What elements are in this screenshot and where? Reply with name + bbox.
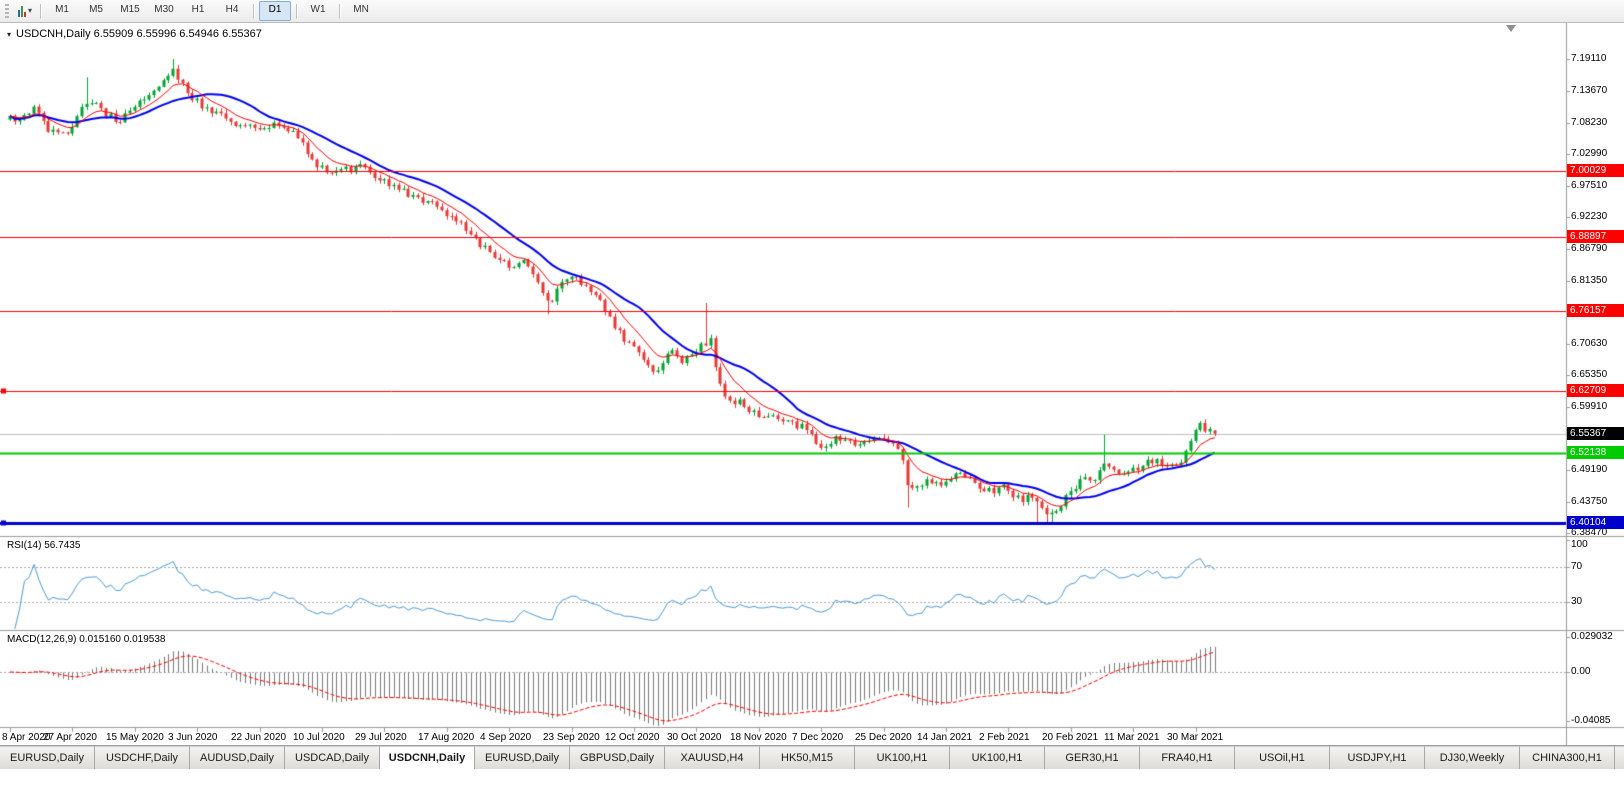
price-axis-tick: 7.19110 [1571,53,1607,64]
price-axis-tick: 6.92230 [1571,211,1608,222]
macd-indicator-label: MACD(12,26,9) 0.015160 0.019538 [7,634,166,645]
macd-axis-tick: 0.029032 [1571,631,1613,642]
price-axis-tick: 7.02990 [1571,148,1608,159]
rsi-axis-tick: 30 [1571,596,1583,607]
chart-tab-8-hk50-m15[interactable]: HK50,M15 [760,746,855,769]
date-axis-label: 17 Aug 2020 [418,732,475,743]
date-axis-label: 27 Apr 2020 [43,732,97,743]
chart-tab-12-fra40-h1[interactable]: FRA40,H1 [1140,746,1235,769]
timeframe-buttons: M1 M5 M15 M30 H1 H4 D1 W1 MN [45,1,378,21]
date-axis-label: 10 Jul 2020 [293,732,345,743]
chart-tab-11-ger30-h1[interactable]: GER30,H1 [1045,746,1140,769]
timeframe-button-m15[interactable]: M15 [120,4,140,15]
toolbar-separator [40,3,42,19]
chart-tab-3-usdcad-daily[interactable]: USDCAD,Daily [285,746,380,769]
price-axis-tick: 6.38470 [1571,527,1608,538]
chart-title-text: USDCNH,Daily 6.55909 6.55996 6.54946 6.5… [16,28,262,40]
chart-tab-6-gbpusd-daily[interactable]: GBPUSD,Daily [570,746,665,769]
date-axis-label: 8 Apr 2020 [2,732,51,743]
date-axis-label: 2 Feb 2021 [979,732,1030,743]
price-axis-tick: 6.59910 [1571,401,1608,412]
timeframe-button-w1[interactable]: W1 [310,4,326,15]
date-axis-label: 7 Dec 2020 [792,732,844,743]
toolbar-grip[interactable] [5,4,9,18]
price-axis-tick: 6.49190 [1571,464,1608,475]
timeframe-button-h4[interactable]: H4 [225,4,239,15]
date-axis-label: 23 Sep 2020 [543,732,600,743]
chart-tab-0-eurusd-daily[interactable]: EURUSD,Daily [0,746,95,769]
price-axis-tick: 6.65350 [1571,369,1608,380]
date-axis-label: 30 Oct 2020 [667,732,722,743]
macd-axis-tick: -0.04085 [1571,715,1611,726]
chart-tab-16-china300-h1[interactable]: CHINA300,H1 [1520,746,1615,769]
date-axis-label: 18 Nov 2020 [730,732,787,743]
chart-tab-13-usoil-h1[interactable]: USOil,H1 [1235,746,1330,769]
date-axis-label: 15 May 2020 [106,732,164,743]
chart-tab-1-usdchf-daily[interactable]: USDCHF,Daily [95,746,190,769]
status-bar [0,768,1624,795]
toolbar-separator [296,3,298,19]
date-axis-label: 22 Jun 2020 [231,732,287,743]
title-marker-icon: ▾ [7,29,12,39]
chevron-down-icon: ▾ [28,6,33,15]
chart-type-button[interactable]: ▾ [14,1,36,21]
level-price-badge: 6.62709 [1567,384,1624,397]
chart-tab-4-usdcnh-daily[interactable]: USDCNH,Daily [380,746,475,769]
price-axis-tick: 6.43750 [1571,496,1608,507]
rsi-axis-tick: 70 [1571,561,1583,572]
toolbar-separator [253,3,255,19]
timeframe-button-d1[interactable]: D1 [259,1,292,21]
chart-title: ▾ USDCNH,Daily 6.55909 6.55996 6.54946 6… [7,28,262,40]
date-axis-label: 30 Mar 2021 [1167,732,1224,743]
chart-tab-2-audusd-daily[interactable]: AUDUSD,Daily [190,746,285,769]
level-price-badge: 6.76157 [1567,304,1624,317]
price-axis-tick: 7.13670 [1571,85,1608,96]
chart-tab-7-xauusd-h4[interactable]: XAUUSD,H4 [665,746,760,769]
toolbar: ▾ M1 M5 M15 M30 H1 H4 D1 W1 MN [0,0,1624,23]
chart-tab-17-u[interactable]: U [1615,746,1624,769]
chart-tabs: EURUSD,Daily USDCHF,Daily AUDUSD,Daily USDC… [0,745,1624,769]
timeframe-button-m30[interactable]: M30 [154,4,174,15]
timeframe-button-m5[interactable]: M5 [89,4,103,15]
price-chart-canvas[interactable] [0,22,1624,745]
price-axis-tick: 6.97510 [1571,180,1608,191]
level-price-badge: 6.40104 [1567,516,1624,529]
timeframe-button-m1[interactable]: M1 [55,4,69,15]
date-axis-label: 4 Sep 2020 [480,732,532,743]
date-axis-label: 14 Jan 2021 [917,732,973,743]
timeframe-button-h1[interactable]: H1 [191,4,205,15]
date-axis-label: 29 Jul 2020 [355,732,407,743]
level-price-badge: 7.00029 [1567,164,1624,177]
chart-tab-10-uk100-h1[interactable]: UK100,H1 [950,746,1045,769]
chart-tab-15-dj30-weekly[interactable]: DJ30,Weekly [1425,746,1520,769]
level-price-badge: 6.52138 [1567,446,1624,459]
date-axis-label: 20 Feb 2021 [1042,732,1099,743]
price-axis-tick: 6.70630 [1571,338,1608,349]
rsi-indicator-label: RSI(14) 56.7435 [7,540,81,551]
chart-tab-9-uk100-h1[interactable]: UK100,H1 [855,746,950,769]
timeframe-button-mn[interactable]: MN [353,4,369,15]
rsi-axis-tick: 100 [1571,539,1588,550]
price-axis-tick: 6.81350 [1571,275,1608,286]
date-axis-label: 12 Oct 2020 [605,732,660,743]
price-axis-tick: 6.86790 [1571,243,1608,254]
price-axis-tick: 7.08230 [1571,117,1608,128]
date-axis-label: 3 Jun 2020 [168,732,218,743]
chart-tab-5-eurusd-daily[interactable]: EURUSD,Daily [475,746,570,769]
level-price-badge: 6.88897 [1567,230,1624,243]
date-axis-label: 11 Mar 2021 [1104,732,1160,743]
chart-tab-14-usdjpy-h1[interactable]: USDJPY,H1 [1330,746,1425,769]
toolbar-separator [339,3,341,19]
chart-shift-marker-icon[interactable] [1506,25,1516,32]
chart-type-icon [18,5,26,17]
current-price-badge: 6.55367 [1567,427,1624,440]
macd-axis-tick: 0.00 [1571,666,1591,677]
date-axis-label: 25 Dec 2020 [855,732,912,743]
